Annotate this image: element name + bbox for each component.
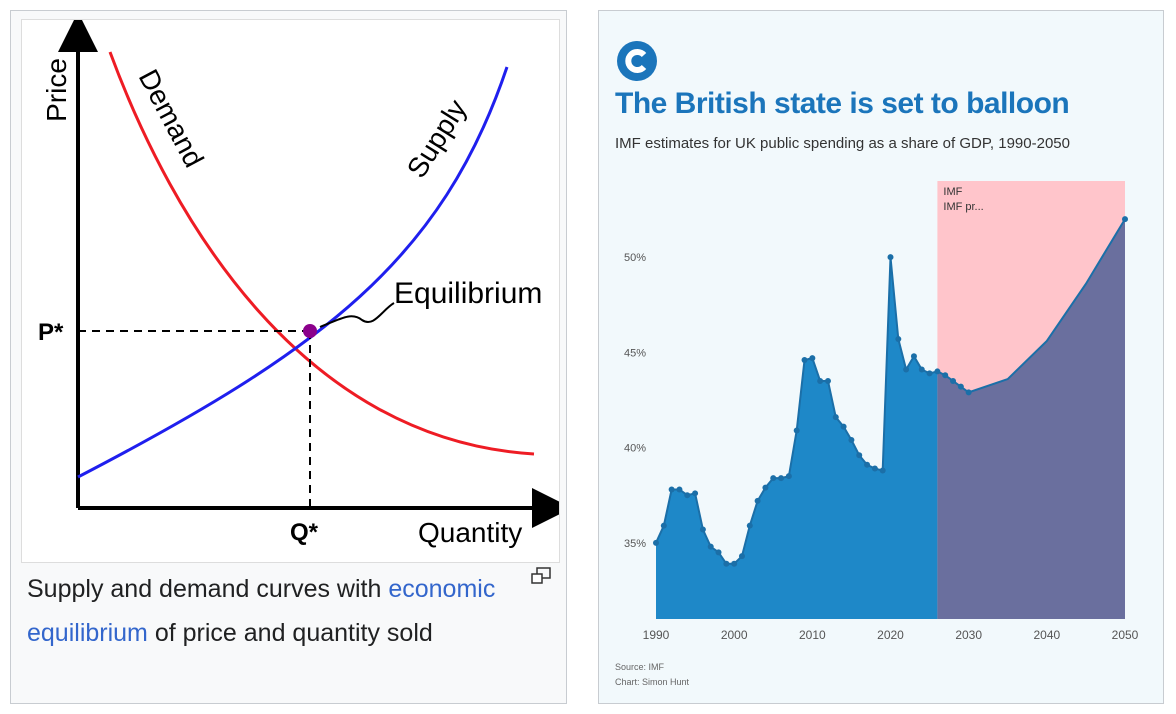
- equilibrium-point: [303, 324, 317, 338]
- data-point-1999: [723, 560, 730, 567]
- price-marker: P*: [38, 319, 64, 346]
- demand-curve: [108, 51, 535, 456]
- data-point-1990: [653, 539, 659, 546]
- projection-point-2028: [950, 377, 957, 384]
- data-point-1994: [684, 492, 691, 499]
- data-point-1995: [692, 490, 699, 497]
- data-point-1993: [676, 486, 683, 493]
- data-point-2018: [871, 465, 878, 472]
- data-point-2004: [762, 484, 769, 491]
- projection-area: [937, 219, 1125, 619]
- x-tick-2030: 2030: [955, 628, 982, 642]
- caption-text-start: Supply and demand curves with: [27, 575, 389, 603]
- x-tick-2040: 2040: [1033, 628, 1060, 642]
- data-point-2008: [793, 427, 800, 434]
- economic-equilibrium-link[interactable]: economic equilibrium: [27, 575, 496, 647]
- chart-source: Source: IMF: [615, 662, 665, 672]
- chart-title: The British state is set to balloon: [615, 87, 1070, 120]
- equilibrium-label: Equilibrium: [394, 277, 542, 310]
- data-point-2003: [754, 497, 761, 504]
- x-tick-2050: 2050: [1112, 628, 1139, 642]
- y-tick-45: 45%: [624, 347, 646, 359]
- data-point-2011: [817, 377, 824, 384]
- legend-label-2: IMF pr...: [943, 201, 983, 213]
- y-tick-40: 40%: [624, 443, 646, 455]
- quantity-marker: Q*: [290, 519, 319, 546]
- equilibrium-leader: [319, 302, 395, 328]
- y-tick-50: 50%: [624, 252, 646, 264]
- spending-chart: 1990 2000 2010 2020 2030 2040 2050 35% 40% 45% 50%…: [624, 181, 1139, 642]
- data-point-2022: [903, 366, 910, 373]
- data-point-2009: [801, 357, 808, 364]
- data-point-2019: [879, 467, 886, 474]
- x-tick-2000: 2000: [721, 628, 748, 642]
- demand-label: Demand: [133, 64, 210, 172]
- data-point-1998: [715, 549, 722, 556]
- data-point-2000: [731, 560, 738, 567]
- y-axis-label: Price: [41, 58, 72, 122]
- data-point-2005: [770, 475, 777, 482]
- data-point-2017: [864, 461, 871, 468]
- supply-demand-svg: Equilibrium Price Quantity Demand Supply…: [38, 12, 572, 548]
- projection-point-2030: [965, 389, 972, 396]
- x-axis-label: Quantity: [418, 517, 522, 548]
- supply-demand-diagram[interactable]: Equilibrium Price Quantity Demand Supply…: [21, 12, 572, 563]
- data-point-2014: [840, 423, 847, 430]
- data-point-1997: [707, 543, 714, 550]
- data-point-2021: [895, 336, 902, 343]
- supply-demand-card: Equilibrium Price Quantity Demand Supply…: [10, 10, 572, 704]
- projection-point-2029: [957, 383, 964, 390]
- historical-area: [656, 257, 938, 619]
- x-tick-2020: 2020: [877, 628, 904, 642]
- data-point-2024: [918, 366, 925, 373]
- uk-spending-card: The British state is set to balloon IMF …: [598, 10, 1164, 704]
- data-point-2025: [926, 370, 933, 377]
- y-tick-35: 35%: [624, 538, 646, 550]
- data-point-2023: [910, 353, 917, 360]
- data-point-2020: [887, 254, 894, 261]
- expand-icon[interactable]: [530, 567, 552, 585]
- c-logo-icon: [617, 41, 657, 81]
- data-point-2013: [832, 414, 839, 421]
- data-point-2006: [778, 475, 785, 482]
- data-point-2002: [746, 522, 753, 529]
- data-point-2001: [738, 553, 745, 560]
- data-point-2026: [934, 368, 941, 375]
- data-point-2012: [824, 377, 831, 384]
- data-point-2015: [848, 436, 855, 443]
- x-tick-2010: 2010: [799, 628, 826, 642]
- data-point-2016: [856, 452, 863, 459]
- chart-credit: Chart: Simon Hunt: [615, 677, 690, 687]
- chart-subtitle: IMF estimates for UK public spending as …: [615, 135, 1070, 152]
- legend-label-1: IMF: [943, 186, 962, 198]
- data-point-1996: [699, 526, 706, 533]
- supply-curve: [77, 66, 509, 479]
- data-point-2050: [1122, 216, 1128, 223]
- data-point-1992: [668, 486, 675, 493]
- x-tick-1990: 1990: [643, 628, 670, 642]
- projection-point-2027: [942, 372, 949, 379]
- data-point-2010: [809, 355, 816, 362]
- data-point-2007: [785, 473, 792, 480]
- data-point-1991: [660, 522, 667, 529]
- caption-text-end: of price and quantity sold: [147, 619, 433, 647]
- figure-caption: Supply and demand curves with economic e…: [27, 567, 527, 655]
